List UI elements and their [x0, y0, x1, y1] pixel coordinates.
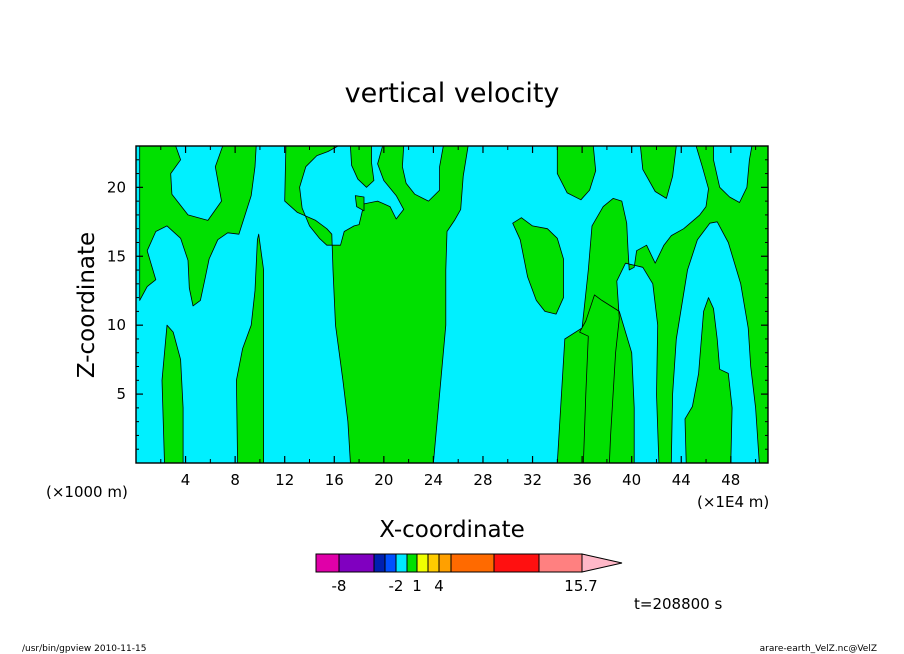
x-tick-label: 28: [473, 471, 492, 489]
x-tick-label: 40: [622, 471, 641, 489]
x-tick-label: 36: [573, 471, 592, 489]
colorbar-label: -2: [389, 577, 404, 595]
colorbar-segment: [384, 553, 397, 573]
colorbar-segment: [315, 553, 340, 573]
contour-region-1: [139, 145, 257, 307]
x-tick-label: 20: [374, 471, 393, 489]
colorbar-label: 1: [412, 577, 422, 595]
x-unit-right: (×1E4 m): [697, 493, 769, 511]
x-tick-label: 12: [275, 471, 294, 489]
y-tick-label: 15: [107, 247, 126, 265]
x-axis-label: X-coordinate: [379, 517, 525, 543]
y-tick-label: 20: [107, 178, 126, 196]
x-tick-label: 44: [672, 471, 691, 489]
contour-region-5: [349, 145, 375, 188]
colorbar-segment: [493, 553, 540, 573]
contour-region-11: [684, 297, 733, 464]
x-tick-label: 48: [721, 471, 740, 489]
colorbar-segment: [427, 553, 440, 573]
colorbar-segment: [450, 553, 495, 573]
contour-region-3: [235, 233, 265, 464]
colorbar-segment: [438, 553, 452, 573]
x-tick-label: 32: [523, 471, 542, 489]
x-unit-left: (×1000 m): [46, 483, 128, 501]
colorbar-label: -8: [332, 577, 347, 595]
y-tick-label: 5: [116, 385, 126, 403]
y-tick-label: 10: [107, 316, 126, 334]
contour-region-2: [161, 324, 184, 464]
x-tick-label: 16: [325, 471, 344, 489]
time-annotation: t=208800 s: [634, 595, 722, 613]
colorbar-segment: [416, 553, 429, 573]
colorbar-arrow: [581, 553, 623, 573]
footer-left: /usr/bin/gpview 2010-11-15: [22, 644, 146, 654]
contour-region-4: [284, 145, 469, 464]
x-axis-ticks: 4 8 12 16 20 24 28 32 36 40 44 48: [160, 146, 757, 489]
y-axis-label: Z-coordinate: [74, 232, 100, 378]
colorbar-segment: [373, 553, 386, 573]
contour-region-9: [556, 145, 597, 201]
x-tick-label: 4: [181, 471, 191, 489]
colorbar-segment: [395, 553, 408, 573]
colorbar-labels: -8 -2 1 4 15.7: [332, 577, 598, 595]
colorbar-segment: [538, 553, 583, 573]
contour-region-7: [512, 217, 564, 315]
colorbar-segment: [406, 553, 418, 573]
plot-frame: [135, 145, 769, 464]
colorbar-label: 4: [434, 577, 444, 595]
contour-region-6: [354, 195, 365, 212]
y-axis-ticks: 5 10 15 20: [107, 159, 768, 450]
colorbar-label: 15.7: [564, 577, 597, 595]
contour-regions: [139, 145, 769, 464]
colorbar-segment: [338, 553, 375, 573]
chart-title: vertical velocity: [345, 78, 560, 109]
x-tick-label: 24: [424, 471, 443, 489]
x-tick-label: 8: [230, 471, 240, 489]
colorbar: [315, 553, 623, 573]
footer-right: arare-earth_VelZ.nc@VelZ: [760, 644, 877, 654]
